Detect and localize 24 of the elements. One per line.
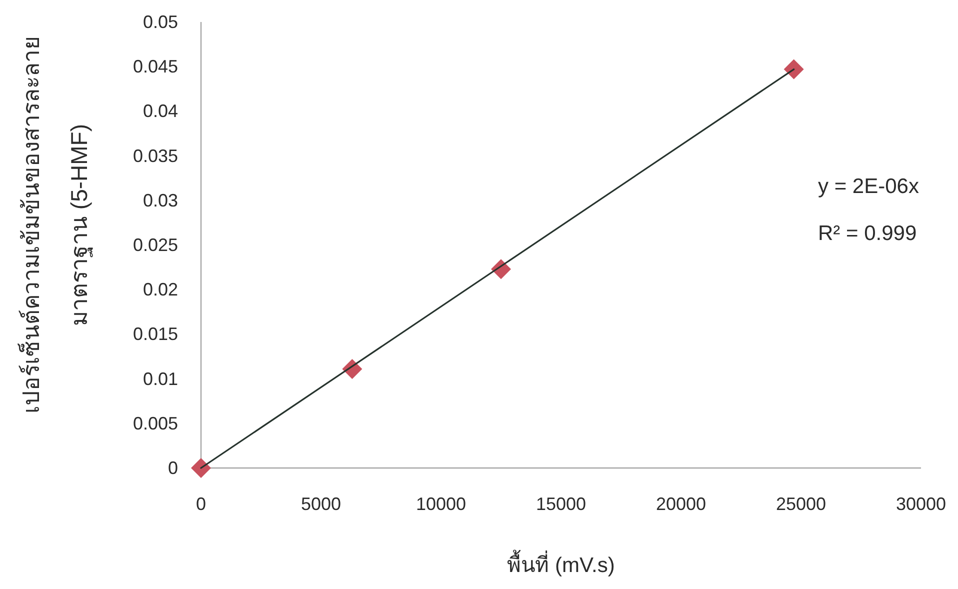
x-tick-label: 25000: [776, 494, 826, 514]
point: [784, 59, 804, 80]
point: [191, 458, 211, 478]
annotation: y = 2E-06x: [818, 175, 920, 198]
x-tick-label: 20000: [656, 494, 706, 514]
y-axis-title: เปอร์เซ็นต์ความเข้มข้นของสารละลาย มาตราฐาน (5-HMF): [18, 36, 92, 414]
y-tick-label: 0.025: [132, 235, 178, 255]
y-tick-label: 0.04: [142, 101, 178, 122]
x-tick-label: 5000: [300, 494, 342, 514]
y-tick-label: 0: [168, 458, 178, 478]
x-tick-label: 15000: [536, 494, 586, 514]
y-tick-label: 0.03: [142, 190, 178, 210]
y-tick-label: 0.035: [132, 146, 178, 166]
y-tick-label: 0.02: [142, 280, 178, 300]
y-tick-label: 0.005: [132, 413, 178, 434]
x-tick-label: 10000: [416, 494, 466, 514]
y-tick-label: 0.01: [142, 368, 178, 389]
annotation: R² = 0.999: [818, 222, 917, 245]
y-tick-label: 0.05: [142, 12, 178, 32]
y-tick-label: 0.045: [132, 56, 178, 77]
x-axis-title: พื้นที่ (mV.s): [505, 548, 617, 584]
x-tick-label: 0: [196, 494, 206, 514]
y-tick-label: 0.015: [132, 324, 178, 344]
x-tick-label: 30000: [896, 494, 946, 514]
